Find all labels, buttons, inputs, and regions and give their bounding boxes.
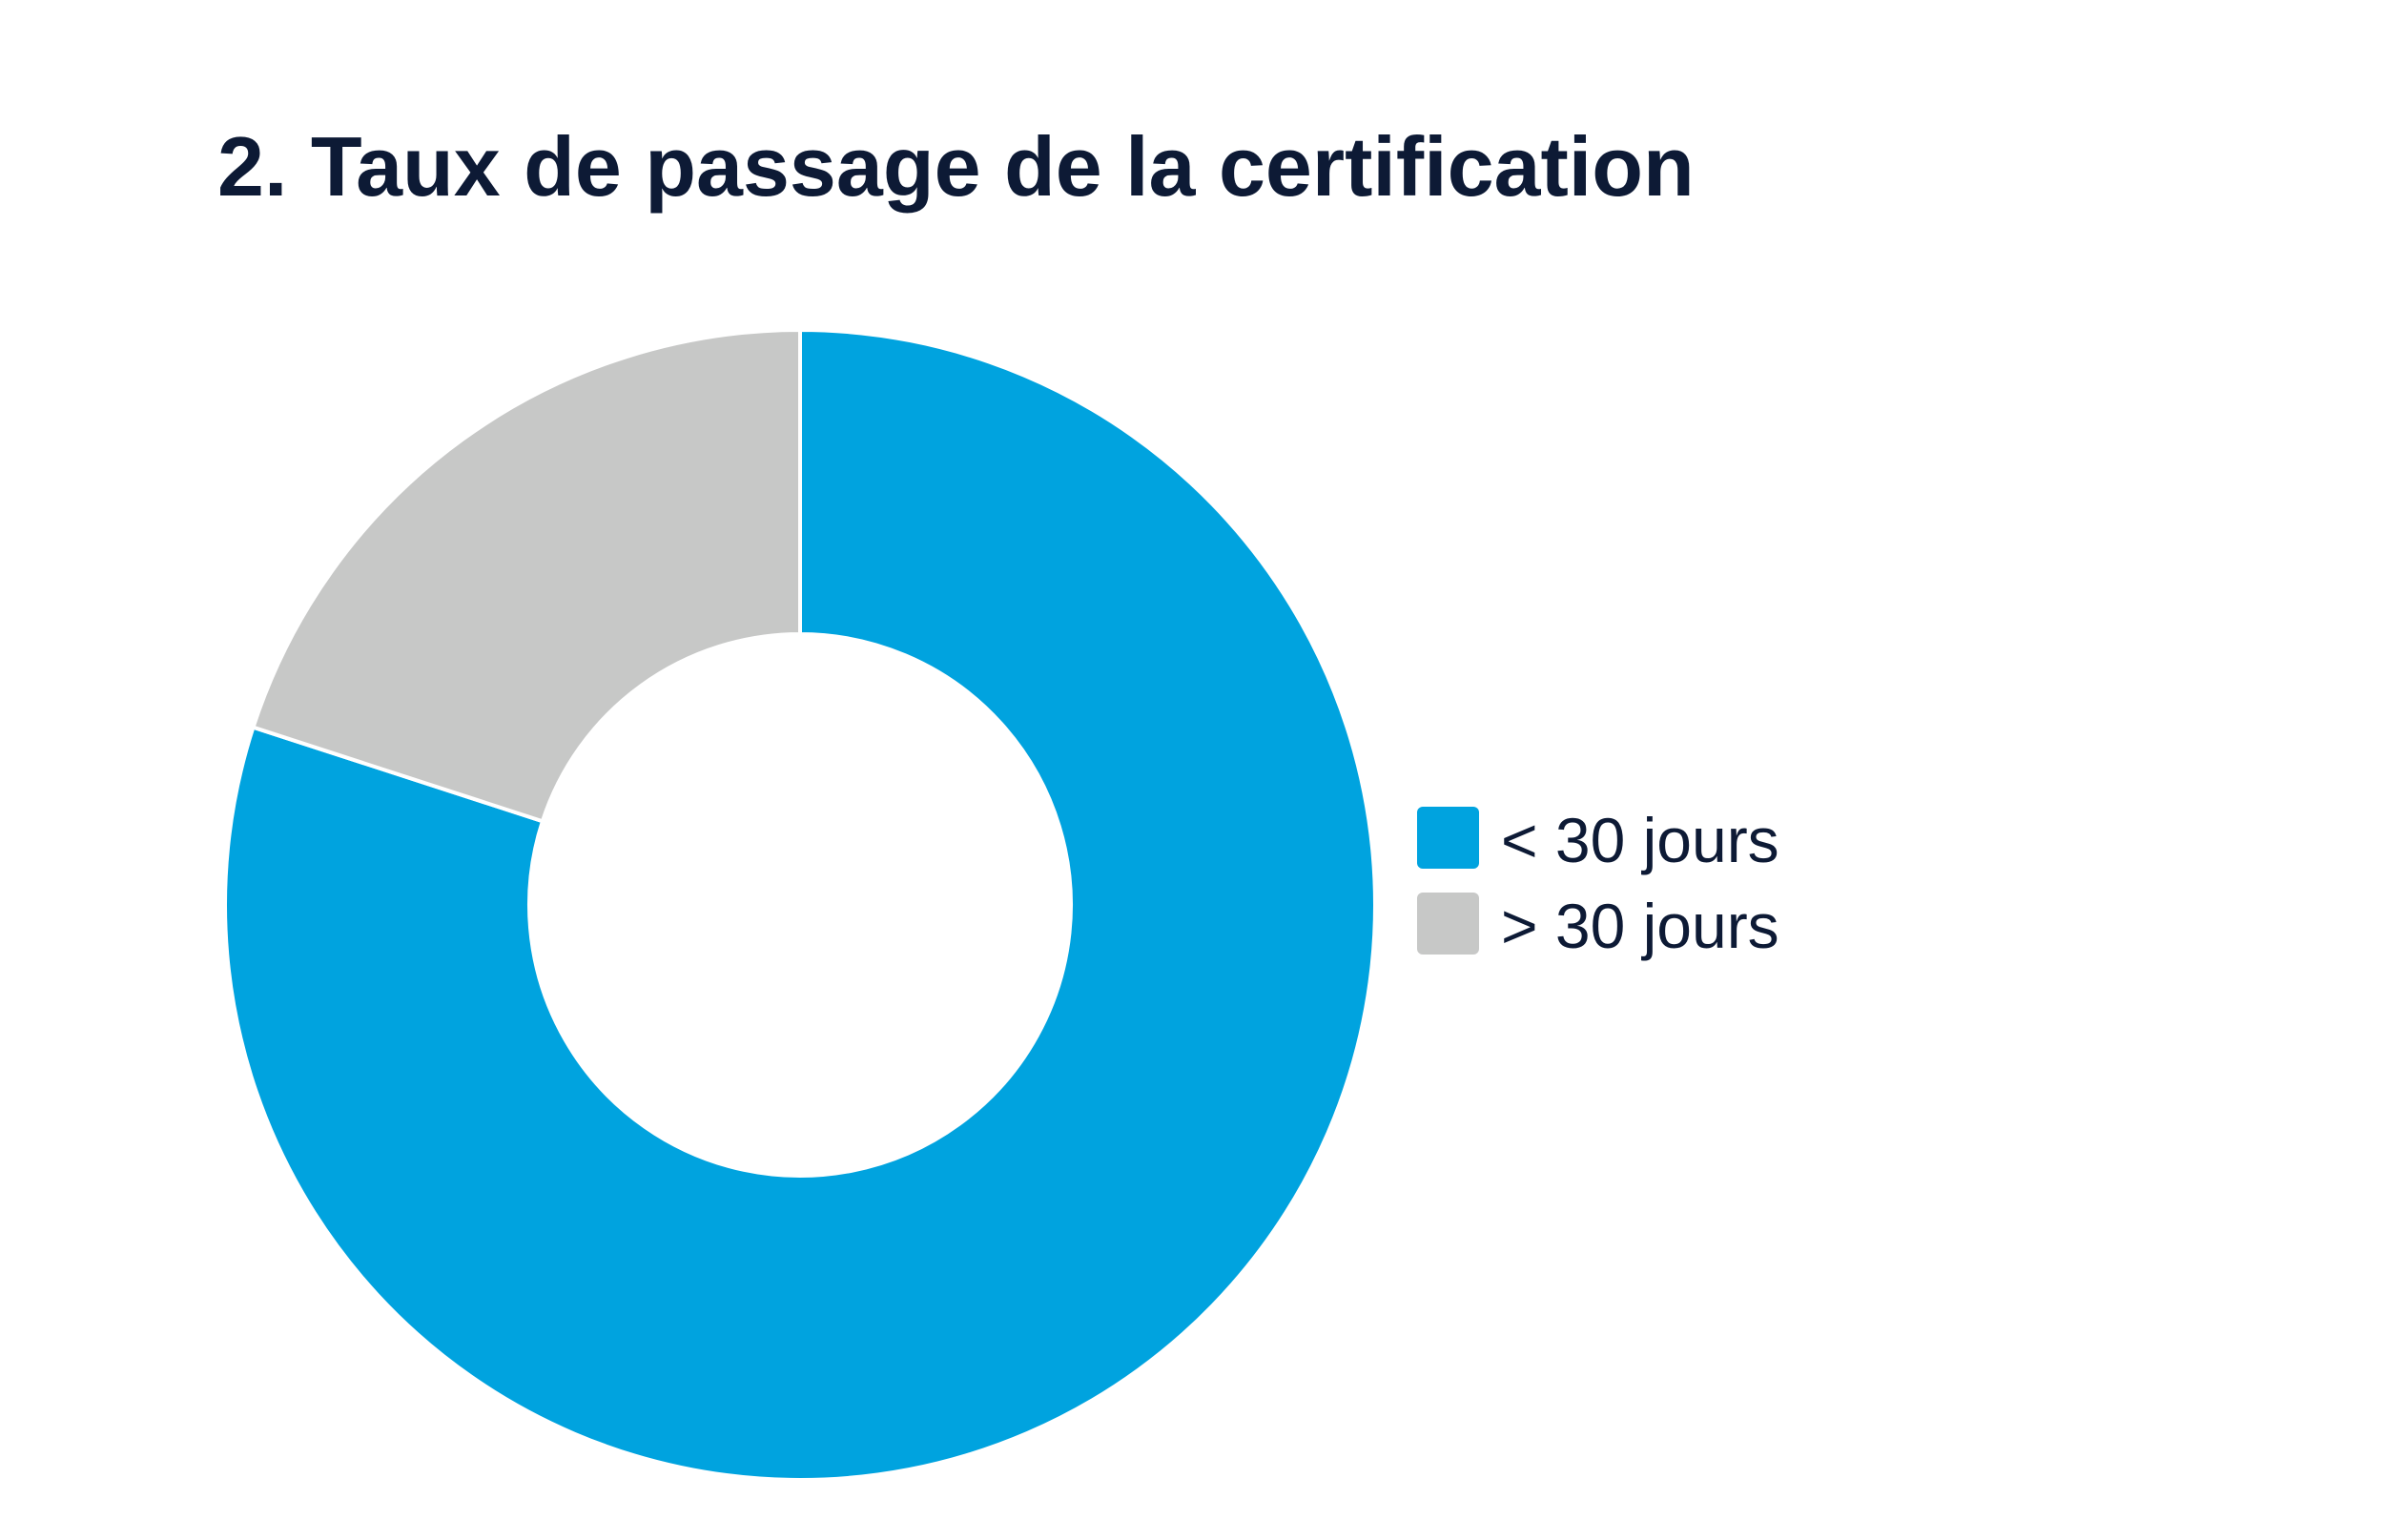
donut-slice [223,327,1377,1482]
legend-swatch [1417,807,1479,869]
legend-label: > 30 jours [1501,891,1779,961]
legend-label: < 30 jours [1501,805,1779,875]
legend-swatch [1417,893,1479,955]
chart-title: 2. Taux de passage de la certification [217,119,1695,214]
donut-slice [250,327,802,824]
